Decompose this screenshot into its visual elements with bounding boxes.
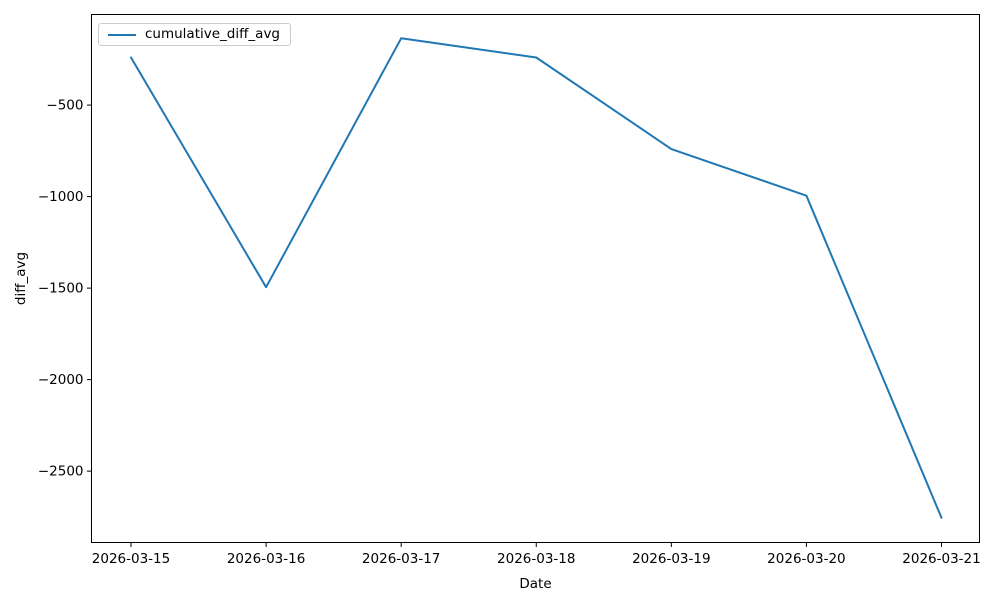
x-tick-label: 2026-03-18 — [497, 551, 575, 567]
x-tick-label: 2026-03-21 — [902, 551, 980, 567]
y-axis-title: diff_avg — [13, 252, 29, 305]
x-tick-label: 2026-03-15 — [92, 551, 170, 567]
axes-spines — [91, 14, 980, 543]
x-tick-label: 2026-03-16 — [227, 551, 305, 567]
x-axis-title: Date — [519, 576, 551, 592]
series-line-cumulative_diff_avg — [130, 37, 943, 519]
y-axis-ticks: −500 −1000 −1500 −2000 −2500 — [38, 98, 92, 480]
legend-label: cumulative_diff_avg — [145, 25, 280, 42]
series-lines — [130, 37, 943, 519]
x-tick-label: 2026-03-19 — [632, 551, 710, 567]
x-tick-label: 2026-03-20 — [767, 551, 845, 567]
y-tick-label: −1000 — [38, 189, 84, 205]
legend: cumulative_diff_avg — [98, 23, 291, 46]
legend-line-swatch — [108, 33, 136, 36]
y-tick-label: −1500 — [38, 281, 84, 297]
y-tick-label: −500 — [46, 98, 83, 114]
y-tick-label: −2000 — [38, 372, 84, 388]
y-tick-label: −2500 — [38, 464, 84, 480]
x-axis-ticks: 2026-03-15 2026-03-16 2026-03-17 2026-03-18… — [92, 542, 981, 567]
x-tick-label: 2026-03-17 — [362, 551, 440, 567]
